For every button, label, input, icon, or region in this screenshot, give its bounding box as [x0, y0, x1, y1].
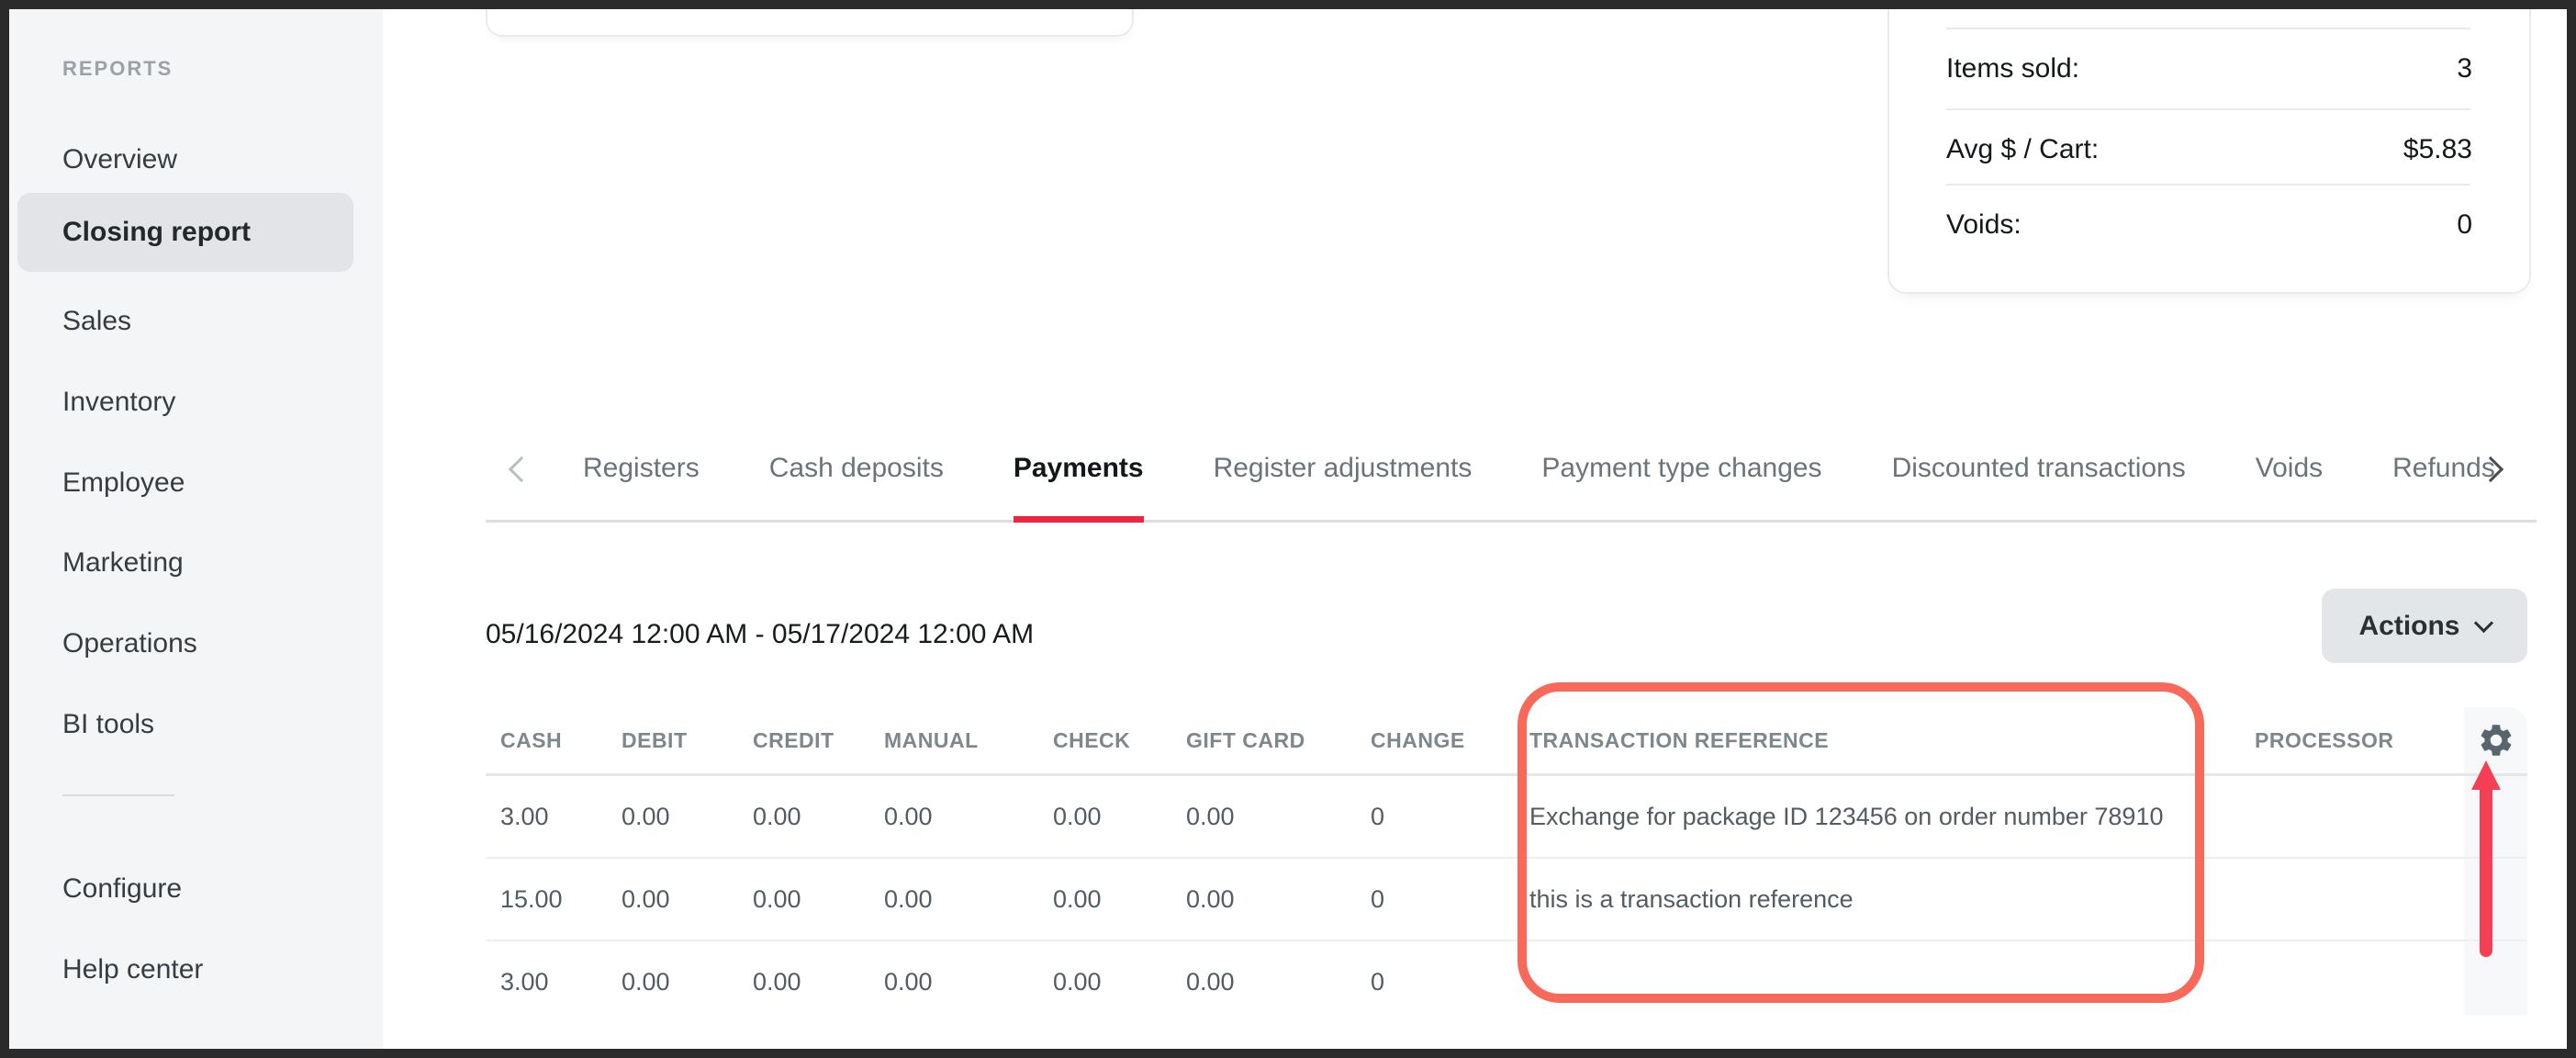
cell-credit: 0.00 [753, 802, 801, 830]
cell-transaction-reference: Exchange for package ID 123456 on order … [1529, 802, 2164, 830]
column-header-debit: DEBIT [622, 727, 688, 752]
column-header-transaction-reference: TRANSACTION REFERENCE [1529, 727, 1830, 752]
sidebar-item-label: Closing report [62, 217, 252, 247]
tab-payment-type-changes[interactable]: Payment type changes [1541, 453, 1822, 483]
settings-column-strip [2464, 707, 2527, 1016]
summary-value: 3 [2457, 53, 2472, 84]
sidebar-item-closing-report[interactable]: Closing report [17, 193, 353, 272]
cell-cash: 15.00 [500, 884, 563, 913]
summary-divider [1946, 108, 2470, 110]
sidebar-item-marketing[interactable]: Marketing [62, 547, 184, 578]
summary-divider [1946, 28, 2470, 29]
actions-button-label: Actions [2358, 610, 2460, 641]
chevron-left-icon[interactable] [508, 456, 535, 483]
summary-label: Avg $ / Cart: [1946, 134, 2100, 164]
tab-cash-deposits[interactable]: Cash deposits [768, 453, 944, 483]
cell-gift-card: 0.00 [1186, 884, 1235, 913]
partial-card-top [486, 9, 1134, 37]
tab-register-adjustments[interactable]: Register adjustments [1213, 453, 1473, 483]
cell-gift-card: 0.00 [1186, 967, 1235, 996]
summary-row-avg-cart: Avg $ / Cart: $5.83 [1946, 127, 2472, 173]
sidebar-item-employee[interactable]: Employee [62, 467, 185, 498]
cell-debit: 0.00 [622, 884, 670, 913]
payments-table: CASH DEBIT CREDIT MANUAL CHECK GIFT CARD… [486, 707, 2527, 1022]
cell-manual: 0.00 [884, 884, 933, 913]
actions-button[interactable]: Actions [2322, 589, 2527, 663]
column-header-check: CHECK [1053, 727, 1131, 752]
column-settings [2464, 721, 2527, 760]
summary-label: Items sold: [1946, 53, 2080, 84]
chevron-down-icon [2473, 613, 2493, 634]
cell-debit: 0.00 [622, 967, 670, 996]
sidebar-item-configure[interactable]: Configure [62, 873, 183, 904]
sidebar-item-sales[interactable]: Sales [62, 306, 132, 336]
cell-transaction-reference: this is a transaction reference [1529, 884, 1854, 913]
sidebar-divider [62, 794, 174, 796]
summary-row-items-sold: Items sold: 3 [1946, 46, 2472, 92]
table-header-row: CASH DEBIT CREDIT MANUAL CHECK GIFT CARD… [486, 707, 2527, 776]
column-header-manual: MANUAL [884, 727, 979, 752]
column-header-credit: CREDIT [753, 727, 834, 752]
sidebar-item-inventory[interactable]: Inventory [62, 387, 176, 417]
table-row: 15.00 0.00 0.00 0.00 0.00 0.00 0 this is… [486, 859, 2527, 941]
cell-check: 0.00 [1053, 802, 1102, 830]
column-header-change: CHANGE [1371, 727, 1465, 752]
tab-voids[interactable]: Voids [2255, 453, 2324, 483]
summary-value: $5.83 [2402, 134, 2472, 164]
cell-credit: 0.00 [753, 967, 801, 996]
cell-change: 0 [1371, 967, 1385, 996]
cell-credit: 0.00 [753, 884, 801, 913]
cell-manual: 0.00 [884, 967, 933, 996]
gear-icon[interactable] [2477, 721, 2515, 760]
summary-divider [1946, 184, 2470, 186]
cell-gift-card: 0.00 [1186, 802, 1235, 830]
cell-check: 0.00 [1053, 967, 1102, 996]
cell-cash: 3.00 [500, 967, 549, 996]
cell-check: 0.00 [1053, 884, 1102, 913]
sidebar-section-label: REPORTS [62, 57, 174, 80]
table-row: 3.00 0.00 0.00 0.00 0.00 0.00 0 [486, 941, 2527, 1022]
sidebar-item-bi-tools[interactable]: BI tools [62, 709, 155, 739]
report-tabs-bar: Registers Cash deposits Payments Registe… [486, 417, 2537, 523]
summary-label: Voids: [1946, 209, 2022, 240]
tab-payments[interactable]: Payments [1013, 417, 1144, 523]
reports-sidebar: REPORTS Overview Closing report Sales In… [9, 9, 383, 1049]
column-header-gift-card: GIFT CARD [1186, 727, 1305, 752]
tab-registers[interactable]: Registers [583, 453, 700, 483]
report-tabs: Registers Cash deposits Payments Registe… [583, 417, 2495, 523]
tab-discounted-transactions[interactable]: Discounted transactions [1891, 453, 2186, 483]
tab-refunds[interactable]: Refunds [2392, 453, 2495, 483]
column-header-processor: PROCESSOR [2255, 727, 2394, 752]
table-row: 3.00 0.00 0.00 0.00 0.00 0.00 0 Exchange… [486, 776, 2527, 859]
sidebar-item-help-center[interactable]: Help center [62, 954, 204, 985]
sidebar-item-overview[interactable]: Overview [62, 144, 178, 174]
date-range-label: 05/16/2024 12:00 AM - 05/17/2024 12:00 A… [486, 619, 1035, 649]
cell-debit: 0.00 [622, 802, 670, 830]
sidebar-item-operations[interactable]: Operations [62, 628, 197, 658]
app-window: REPORTS Overview Closing report Sales In… [9, 9, 2567, 1049]
summary-row-voids: Voids: 0 [1946, 202, 2472, 248]
cell-change: 0 [1371, 802, 1385, 830]
cell-manual: 0.00 [884, 802, 933, 830]
cell-cash: 3.00 [500, 802, 549, 830]
cell-change: 0 [1371, 884, 1385, 913]
register-summary-card: Items sold: 3 Avg $ / Cart: $5.83 Voids:… [1887, 9, 2531, 294]
column-header-cash: CASH [500, 727, 563, 752]
summary-value: 0 [2457, 209, 2472, 240]
